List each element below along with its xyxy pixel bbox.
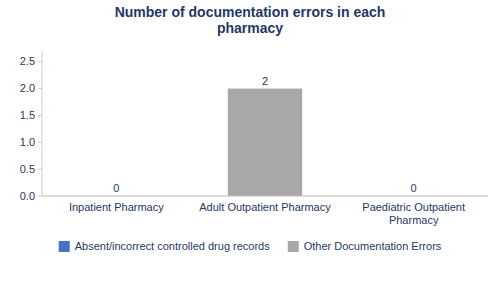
bar: [228, 89, 302, 196]
data-label: 2: [262, 75, 268, 87]
text-line: Adult Outpatient Pharmacy: [199, 201, 331, 213]
legend-label: Absent/incorrect controlled drug records: [75, 240, 271, 252]
text-line: Inpatient Pharmacy: [69, 201, 164, 213]
data-label: 0: [113, 182, 119, 194]
text-line: pharmacy: [217, 20, 283, 36]
y-tick-label: 2.0: [20, 82, 35, 94]
y-tick: [38, 61, 42, 62]
y-tick: [38, 115, 42, 116]
text-line: Paediatric Outpatient: [362, 201, 465, 213]
legend: Absent/incorrect controlled drug records…: [59, 240, 442, 252]
page: {"chart_data": {"type": "bar", "title": …: [0, 0, 500, 284]
text-line: Number of documentation errors in each: [115, 4, 386, 20]
legend-swatch: [288, 241, 299, 252]
legend-label: Other Documentation Errors: [304, 240, 442, 252]
legend-item: Absent/incorrect controlled drug records: [59, 240, 271, 252]
y-tick: [38, 169, 42, 170]
x-tick-label: Inpatient Pharmacy: [69, 201, 164, 213]
x-tick-label: Paediatric OutpatientPharmacy: [362, 201, 465, 226]
y-tick: [38, 196, 42, 197]
title: Number of documentation errors in eachph…: [115, 4, 386, 36]
bars: [228, 89, 302, 196]
data-labels: 0 2 0: [113, 75, 416, 194]
y-tick: [38, 142, 42, 143]
y-axis: 0.0 0.5 1.0 1.5 2.0 2.5: [20, 51, 42, 202]
legend-swatch: [59, 241, 70, 252]
text-line: Pharmacy: [389, 214, 439, 226]
x-axis-line: [42, 196, 488, 197]
x-tick-label: Adult Outpatient Pharmacy: [199, 201, 331, 213]
y-tick-label: 0.5: [20, 163, 35, 175]
y-axis-line: [42, 51, 43, 196]
y-tick-label: 2.5: [20, 55, 35, 67]
y-tick-label: 1.0: [20, 136, 35, 148]
y-tick-label: 1.5: [20, 109, 35, 121]
chart-container: Number of documentation errors in eachph…: [0, 0, 500, 284]
data-label: 0: [411, 182, 417, 194]
x-axis: Inpatient Pharmacy Adult Outpatient Pharm…: [42, 196, 488, 226]
y-tick: [38, 88, 42, 89]
chart: Number of documentation errors in eachph…: [0, 0, 500, 284]
y-tick-label: 0.0: [20, 190, 35, 202]
legend-item: Other Documentation Errors: [288, 240, 442, 252]
